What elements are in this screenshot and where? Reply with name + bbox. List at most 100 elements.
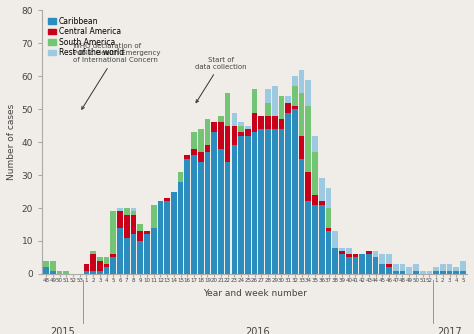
Bar xyxy=(218,116,224,122)
Bar xyxy=(198,162,204,274)
Bar xyxy=(299,159,304,274)
Bar xyxy=(326,188,331,208)
Bar xyxy=(131,211,137,215)
Bar xyxy=(144,234,150,274)
Bar xyxy=(97,261,103,271)
Bar xyxy=(110,258,116,274)
Bar xyxy=(104,264,109,267)
Bar xyxy=(339,254,345,274)
Bar xyxy=(225,162,230,274)
Bar xyxy=(225,126,230,162)
Bar xyxy=(211,122,217,132)
Bar xyxy=(272,86,278,116)
Bar xyxy=(198,129,204,152)
Bar xyxy=(299,70,304,93)
Bar xyxy=(164,201,170,274)
Bar xyxy=(346,254,352,258)
Bar xyxy=(252,132,257,274)
Bar xyxy=(104,267,109,274)
Bar xyxy=(440,271,446,274)
Bar xyxy=(279,129,284,274)
Bar xyxy=(386,254,392,264)
Bar xyxy=(400,271,405,274)
Bar xyxy=(137,241,143,274)
Bar xyxy=(117,228,123,274)
Bar xyxy=(319,201,325,205)
Bar xyxy=(305,79,311,106)
Bar xyxy=(265,103,271,116)
Bar xyxy=(198,152,204,162)
Bar xyxy=(420,271,426,274)
Bar xyxy=(124,238,129,274)
Bar xyxy=(326,228,331,231)
X-axis label: Year and week number: Year and week number xyxy=(202,289,307,298)
Bar xyxy=(245,129,251,136)
Bar xyxy=(131,234,137,274)
Bar xyxy=(346,247,352,254)
Bar xyxy=(285,103,291,113)
Bar xyxy=(211,132,217,274)
Text: Start of
data collection: Start of data collection xyxy=(195,56,247,103)
Bar xyxy=(258,116,264,129)
Bar xyxy=(299,136,304,159)
Bar xyxy=(353,254,358,258)
Bar xyxy=(238,132,244,136)
Bar xyxy=(265,90,271,103)
Y-axis label: Number of cases: Number of cases xyxy=(7,104,16,180)
Bar xyxy=(90,271,96,274)
Bar xyxy=(454,267,459,271)
Text: 2017: 2017 xyxy=(437,327,462,334)
Bar xyxy=(279,96,284,119)
Bar xyxy=(231,113,237,126)
Bar xyxy=(43,261,49,267)
Bar xyxy=(427,271,432,274)
Bar xyxy=(83,271,89,274)
Bar xyxy=(191,132,197,149)
Bar xyxy=(272,116,278,129)
Bar xyxy=(400,264,405,271)
Bar xyxy=(137,231,143,241)
Bar xyxy=(245,126,251,129)
Bar xyxy=(90,254,96,271)
Bar xyxy=(117,211,123,228)
Bar xyxy=(366,251,372,254)
Text: 2016: 2016 xyxy=(246,327,270,334)
Bar xyxy=(386,267,392,274)
Bar xyxy=(252,113,257,132)
Bar xyxy=(258,129,264,274)
Bar xyxy=(265,116,271,129)
Bar xyxy=(191,155,197,274)
Bar xyxy=(454,271,459,274)
Bar xyxy=(205,145,210,152)
Bar xyxy=(299,93,304,136)
Bar xyxy=(460,271,466,274)
Bar xyxy=(171,192,177,274)
Bar xyxy=(353,258,358,274)
Bar xyxy=(238,122,244,126)
Bar xyxy=(440,264,446,271)
Bar xyxy=(305,106,311,172)
Bar xyxy=(64,271,69,274)
Bar xyxy=(83,264,89,271)
Bar xyxy=(205,119,210,145)
Bar xyxy=(137,224,143,231)
Bar xyxy=(279,119,284,129)
Bar xyxy=(50,271,55,274)
Bar xyxy=(366,254,372,274)
Bar xyxy=(144,231,150,234)
Bar xyxy=(332,231,338,247)
Bar xyxy=(117,208,123,211)
Bar xyxy=(359,254,365,274)
Bar xyxy=(252,90,257,113)
Bar xyxy=(413,271,419,274)
Bar xyxy=(326,231,331,274)
Bar xyxy=(157,201,163,274)
Bar xyxy=(373,258,378,274)
Bar xyxy=(131,208,137,211)
Bar xyxy=(218,122,224,149)
Bar xyxy=(178,182,183,274)
Bar xyxy=(292,76,298,86)
Bar xyxy=(393,271,399,274)
Bar xyxy=(184,159,190,274)
Bar xyxy=(285,96,291,103)
